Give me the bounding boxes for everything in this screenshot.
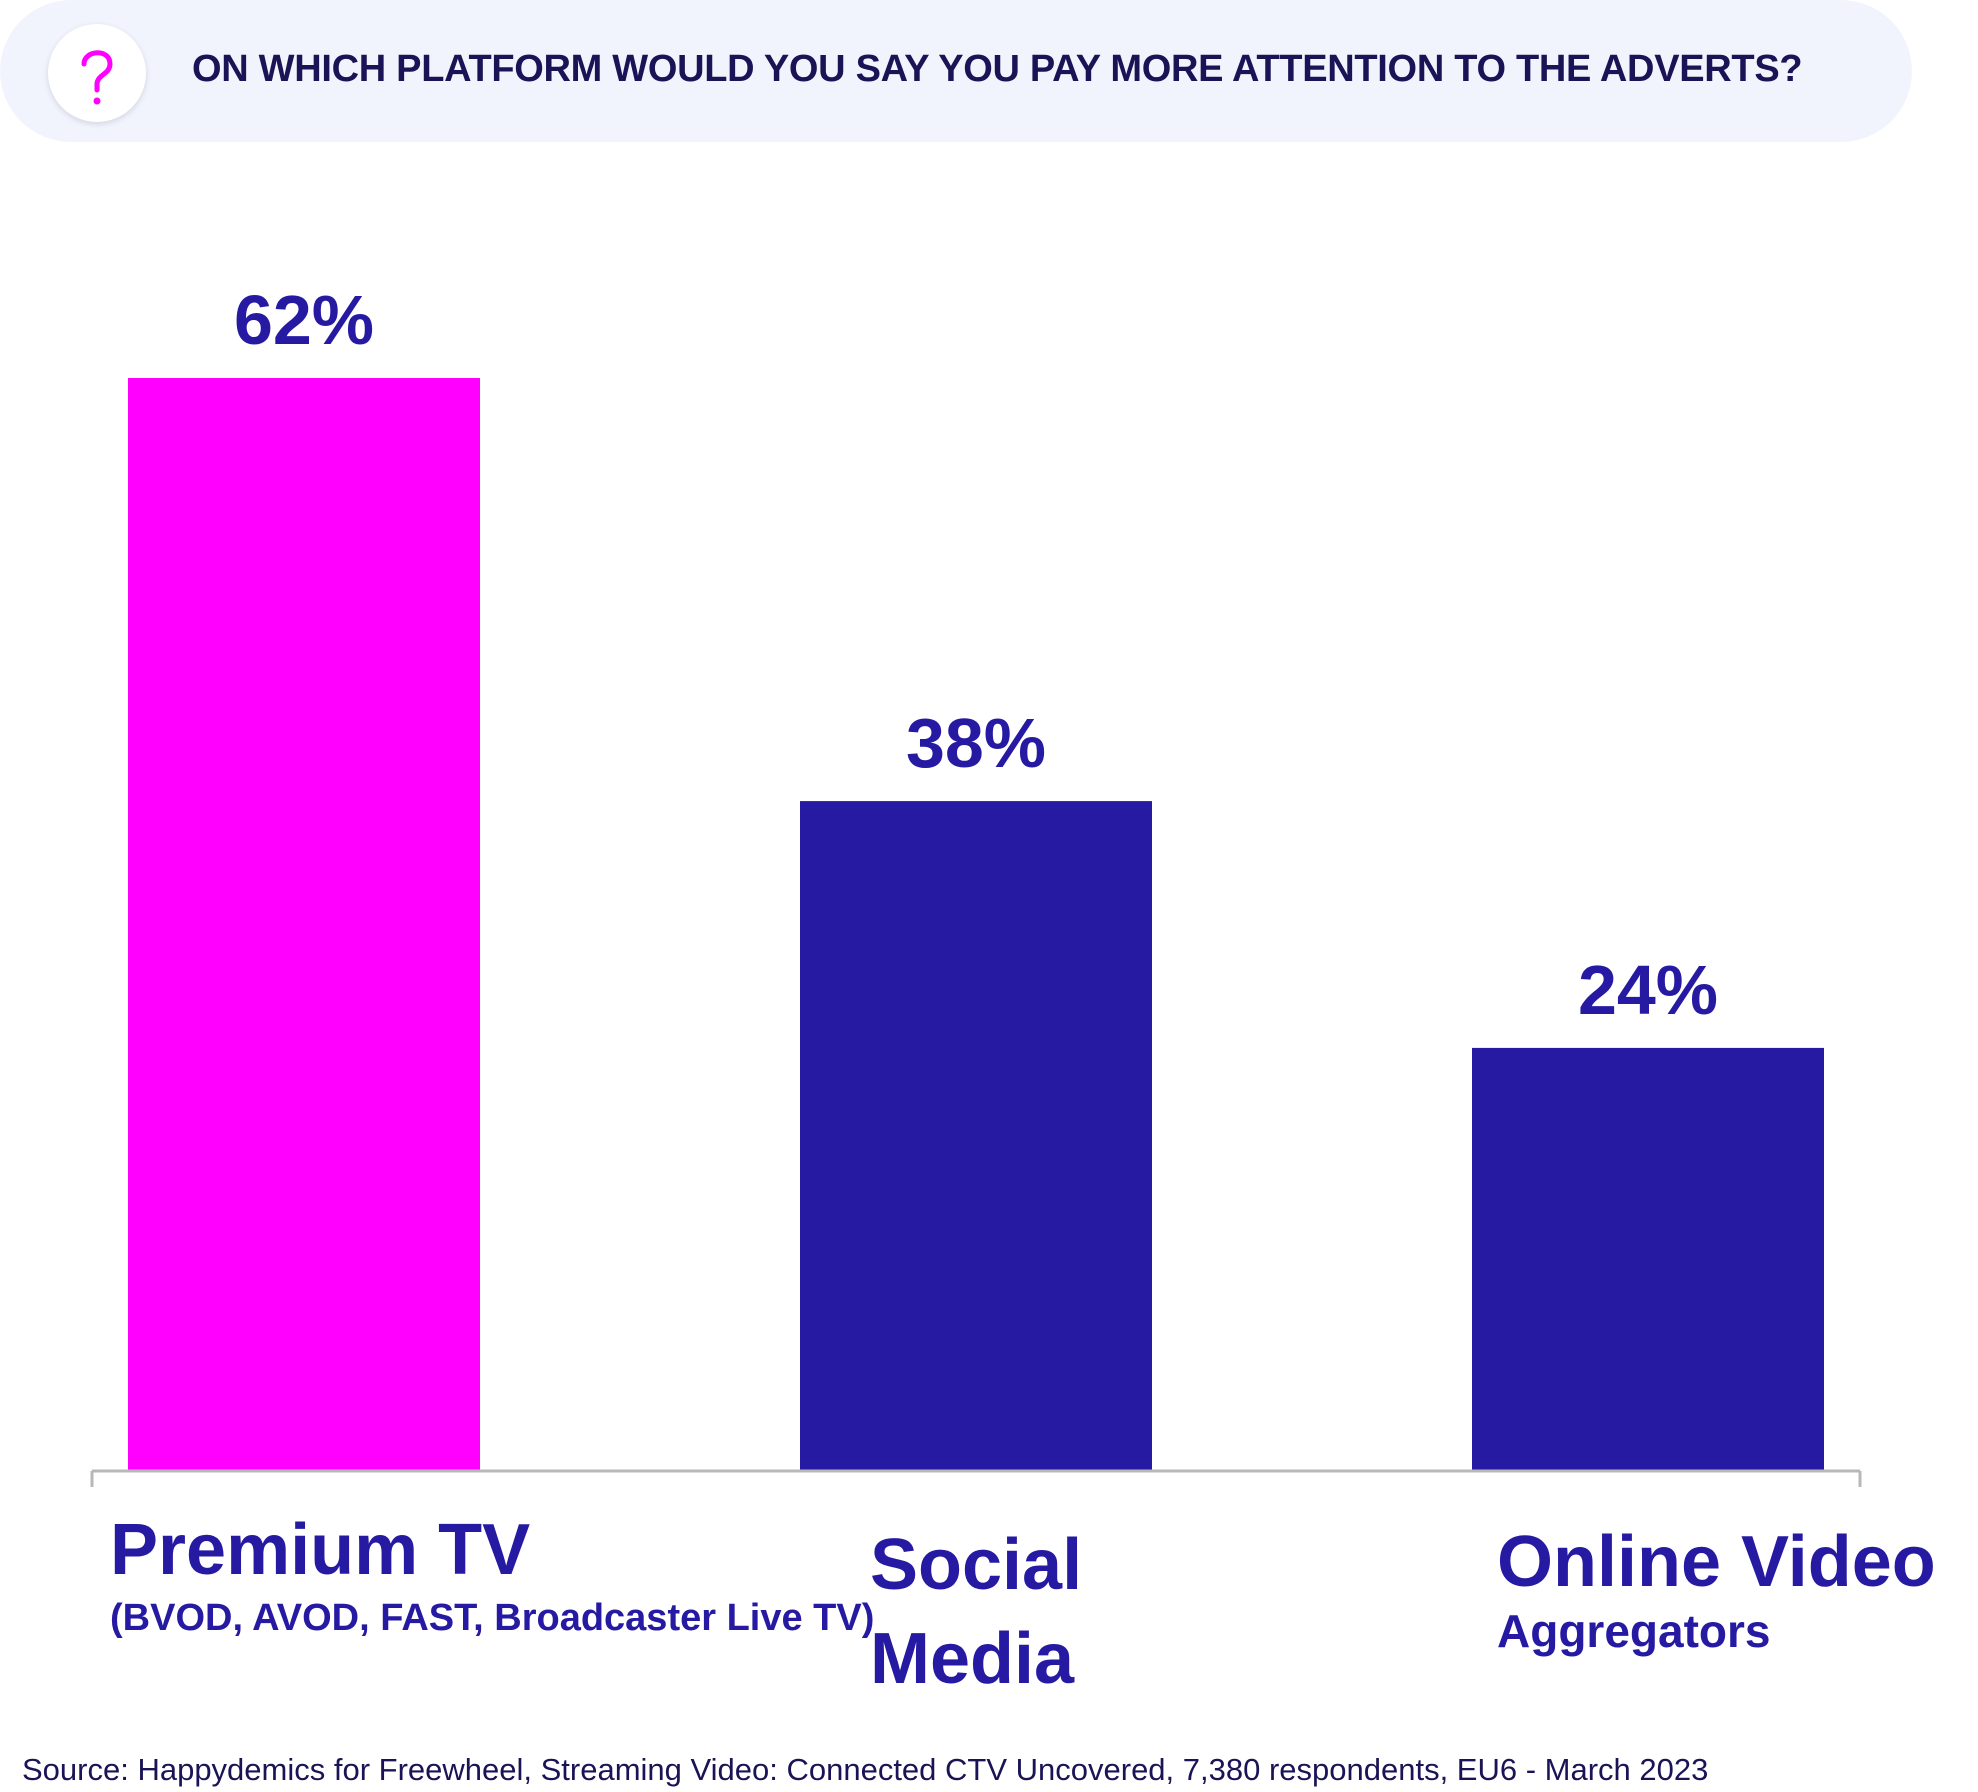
category-label-premium-tv: Premium TV (BVOD, AVOD, FAST, Broadcaste…	[110, 1508, 874, 1642]
category-label-online-video-aggregators: Online Video Aggregators	[1497, 1520, 1936, 1658]
bar-1	[128, 378, 480, 1471]
source-note: Source: Happydemics for Freewheel, Strea…	[22, 1752, 1709, 1787]
category-sub-label: (BVOD, AVOD, FAST, Broadcaster Live TV)	[110, 1597, 875, 1639]
bar-chart: 62% 38% 24%	[90, 281, 1862, 1487]
category-main-label: Premium TV	[110, 1510, 531, 1590]
category-sub-label: Aggregators	[1497, 1605, 1771, 1657]
category-label-social-media: Social Media	[870, 1518, 1170, 1706]
bar-3	[1472, 1047, 1824, 1471]
category-main-label: Online Video	[1497, 1522, 1936, 1602]
question-text: ON WHICH PLATFORM WOULD YOU SAY YOU PAY …	[192, 48, 1803, 90]
category-main-label: Social Media	[870, 1525, 1083, 1699]
bar-2	[800, 801, 1152, 1471]
question-icon	[48, 24, 146, 122]
data-label-1: 62%	[234, 281, 374, 359]
data-label-2: 38%	[906, 704, 1046, 782]
data-label-3: 24%	[1578, 951, 1718, 1029]
question-banner: ON WHICH PLATFORM WOULD YOU SAY YOU PAY …	[0, 0, 1912, 142]
